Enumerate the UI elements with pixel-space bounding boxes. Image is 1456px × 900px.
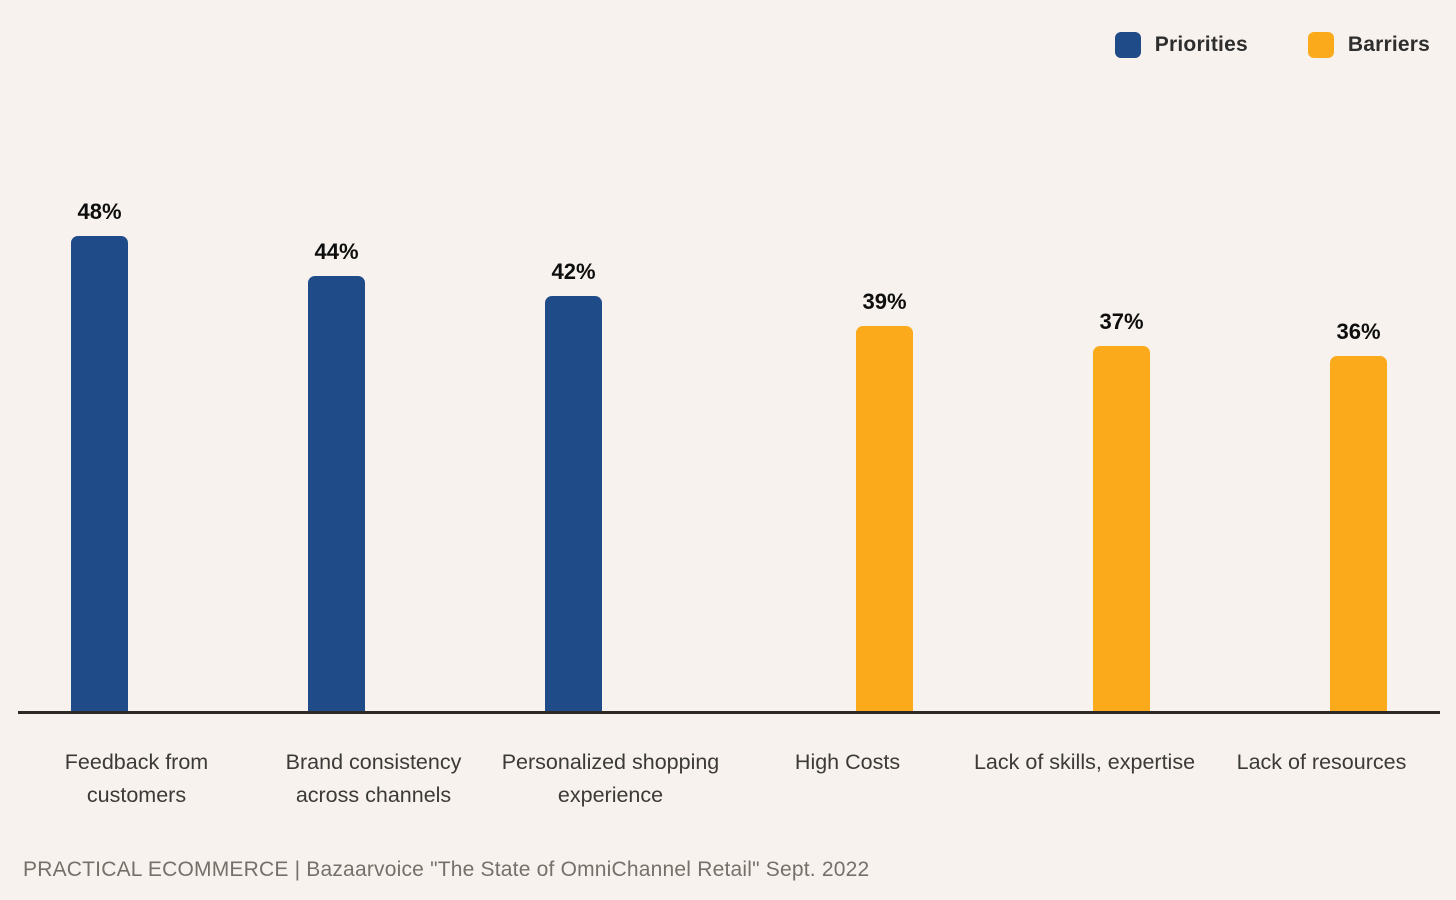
category-label-5: Lack of resources bbox=[1236, 750, 1407, 774]
category-label-2: Personalized shopping experience bbox=[501, 750, 720, 807]
bar-barriers-4 bbox=[1093, 346, 1150, 713]
plot-area: 48% 44% 42% 39% 37% 36% bbox=[18, 0, 1440, 714]
bar-barriers-5 bbox=[1330, 356, 1387, 713]
priorities-swatch-icon bbox=[1114, 32, 1141, 58]
value-label-2: 42% bbox=[551, 259, 596, 284]
legend-label-priorities: Priorities bbox=[1154, 33, 1248, 56]
category-label-0: Feedback from customers bbox=[64, 750, 209, 807]
legend-label-barriers: Barriers bbox=[1347, 33, 1430, 56]
x-axis-line bbox=[18, 711, 1440, 714]
barriers-swatch-icon bbox=[1307, 32, 1334, 58]
category-label-4: Lack of skills, expertise bbox=[973, 750, 1196, 774]
value-label-4: 37% bbox=[1099, 309, 1144, 334]
x-axis-category-labels: Feedback from customers Brand consistency… bbox=[18, 746, 1440, 856]
legend-item-barriers: Barriers bbox=[1307, 32, 1430, 58]
value-label-0: 48% bbox=[77, 199, 122, 224]
legend-item-priorities: Priorities bbox=[1114, 32, 1248, 58]
category-label-1: Brand consistency across channels bbox=[285, 750, 462, 807]
bar-priorities-2 bbox=[545, 296, 602, 713]
category-label-3: High Costs bbox=[794, 750, 901, 774]
value-label-5: 36% bbox=[1336, 319, 1381, 344]
value-label-1: 44% bbox=[314, 239, 359, 264]
source-attribution: PRACTICAL ECOMMERCE | Bazaarvoice "The S… bbox=[23, 858, 870, 881]
bar-priorities-1 bbox=[308, 276, 365, 713]
bar-priorities-0 bbox=[71, 236, 128, 713]
value-label-3: 39% bbox=[862, 289, 907, 314]
legend: Priorities Barriers bbox=[1114, 32, 1430, 58]
bar-barriers-3 bbox=[856, 326, 913, 713]
